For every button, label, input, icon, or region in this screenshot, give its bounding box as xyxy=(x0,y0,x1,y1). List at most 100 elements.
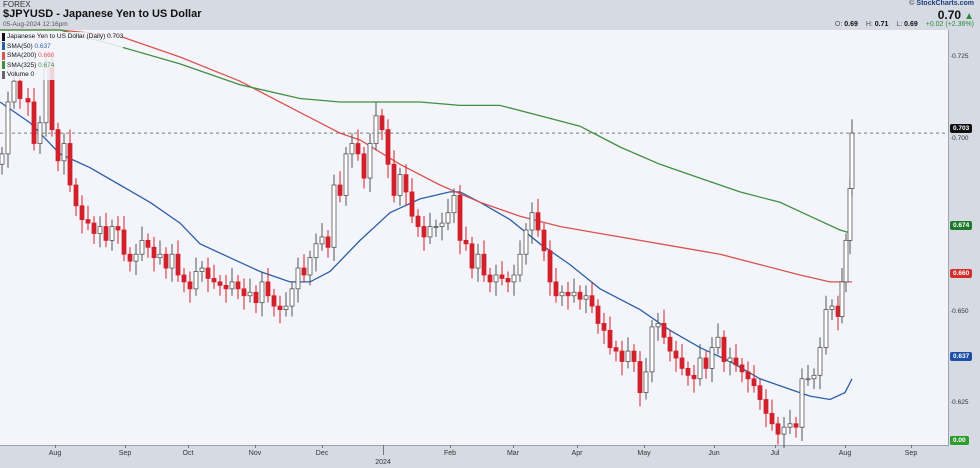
brand-name: StockCharts.com xyxy=(916,0,974,7)
candle-body xyxy=(535,212,541,231)
year-label: 2024 xyxy=(375,459,391,466)
candle-body xyxy=(727,357,733,362)
candle-body xyxy=(571,291,577,297)
candle-body xyxy=(739,364,745,373)
candle-body xyxy=(583,295,589,300)
candle-body xyxy=(547,250,553,283)
candle-body xyxy=(223,284,229,290)
month-label: Mar xyxy=(506,450,520,457)
candle-body xyxy=(25,98,31,103)
candle-body xyxy=(55,129,61,162)
candle-body xyxy=(391,163,397,196)
candle-body xyxy=(121,229,127,255)
candle-body xyxy=(199,267,205,272)
candle-body xyxy=(379,115,385,131)
price-axis[interactable] xyxy=(949,30,980,445)
candle-body xyxy=(91,222,97,234)
candle-body xyxy=(595,305,601,324)
legend-sma50[interactable]: SMA(50) 0.637 xyxy=(2,42,123,52)
legend-volume[interactable]: Volume 0 xyxy=(2,70,123,80)
candle-body xyxy=(481,253,487,276)
candle-body xyxy=(205,267,211,279)
low-label: L: xyxy=(896,21,903,28)
candle-body xyxy=(839,281,845,317)
brand-logo[interactable]: © StockCharts.com xyxy=(909,0,974,7)
plot-area[interactable] xyxy=(0,30,949,446)
sma50-swatch-icon xyxy=(2,42,5,51)
candle-body xyxy=(757,385,763,400)
candle-body xyxy=(811,374,817,380)
candle-body xyxy=(487,274,493,283)
candle-body xyxy=(343,153,349,196)
candle-body xyxy=(817,347,823,376)
candle-body xyxy=(637,361,643,394)
legend-volume-label: Volume xyxy=(7,71,29,78)
ohlc-summary: O: 0.69 H: 0.71 L: 0.69 +0.02 (+2.36%) xyxy=(835,21,974,28)
price-tick-label: ·0.625 xyxy=(950,399,969,406)
month-label: Sep xyxy=(118,450,132,457)
candle-body xyxy=(409,191,415,217)
month-label: Aug xyxy=(838,450,852,457)
candle-body xyxy=(805,378,811,381)
candle-body xyxy=(511,274,517,283)
candle-body xyxy=(17,80,23,99)
candle-body xyxy=(301,267,307,276)
candle-body xyxy=(667,336,673,352)
candle-body xyxy=(331,184,337,248)
price-tag: 0.660 xyxy=(950,269,973,278)
candle-body xyxy=(673,350,679,359)
legend-sma50-label: SMA(50) xyxy=(7,42,33,50)
candle-body xyxy=(685,367,691,376)
time-tick xyxy=(845,445,846,448)
price-tag: 0.00 xyxy=(950,436,969,445)
change-value: +0.02 (+2.36%) xyxy=(925,21,974,28)
candle-body xyxy=(847,188,853,241)
open-value: 0.69 xyxy=(844,21,858,28)
candle-body xyxy=(601,323,607,331)
candle-body xyxy=(97,226,103,234)
candle-body xyxy=(187,281,193,290)
legend-price[interactable]: Japanese Yen to US Dollar (Daily) 0.703 xyxy=(2,32,123,42)
candle-body xyxy=(733,357,739,366)
candle-body xyxy=(703,357,709,369)
candle-body xyxy=(127,253,133,262)
candle-body xyxy=(433,226,439,228)
sma-line xyxy=(0,29,852,283)
time-tick xyxy=(775,445,776,448)
month-label: Nov xyxy=(248,450,262,457)
candle-body xyxy=(139,239,145,255)
candle-body xyxy=(691,374,697,380)
candle-body xyxy=(181,274,187,283)
candle-body xyxy=(277,305,283,310)
legend-price-label: Japanese Yen to US Dollar (Daily) xyxy=(7,33,106,40)
candle-body xyxy=(505,278,511,283)
candle-body xyxy=(157,253,163,259)
candle-body xyxy=(79,205,85,221)
candle-body xyxy=(367,143,373,179)
month-label: Dec xyxy=(315,450,329,457)
candle-body xyxy=(229,281,235,290)
candle-body xyxy=(109,226,115,241)
candle-body xyxy=(289,288,295,307)
candle-body xyxy=(529,212,535,231)
legend-sma200[interactable]: SMA(200) 0.660 xyxy=(2,51,123,61)
candle-body xyxy=(85,219,91,224)
candle-body xyxy=(295,267,301,290)
time-tick xyxy=(255,445,256,448)
candle-body xyxy=(649,326,655,373)
legend-price-value: 0.703 xyxy=(107,33,124,40)
price-tag: 0.674 xyxy=(950,221,973,230)
candle-body xyxy=(313,243,319,259)
month-label: Jun xyxy=(708,450,720,457)
candle-body xyxy=(793,423,799,428)
legend-sma325[interactable]: SMA(325) 0.674 xyxy=(2,61,123,71)
month-label: Aug xyxy=(48,450,62,457)
candle-body xyxy=(421,226,427,238)
candle-body xyxy=(823,309,829,349)
candle-body xyxy=(163,253,169,269)
up-triangle-icon: ▲ xyxy=(964,11,974,22)
candle-body xyxy=(247,291,253,297)
legend-sma325-value: 0.674 xyxy=(38,61,55,69)
month-label: Apr xyxy=(571,450,583,457)
candle-body xyxy=(5,101,11,155)
